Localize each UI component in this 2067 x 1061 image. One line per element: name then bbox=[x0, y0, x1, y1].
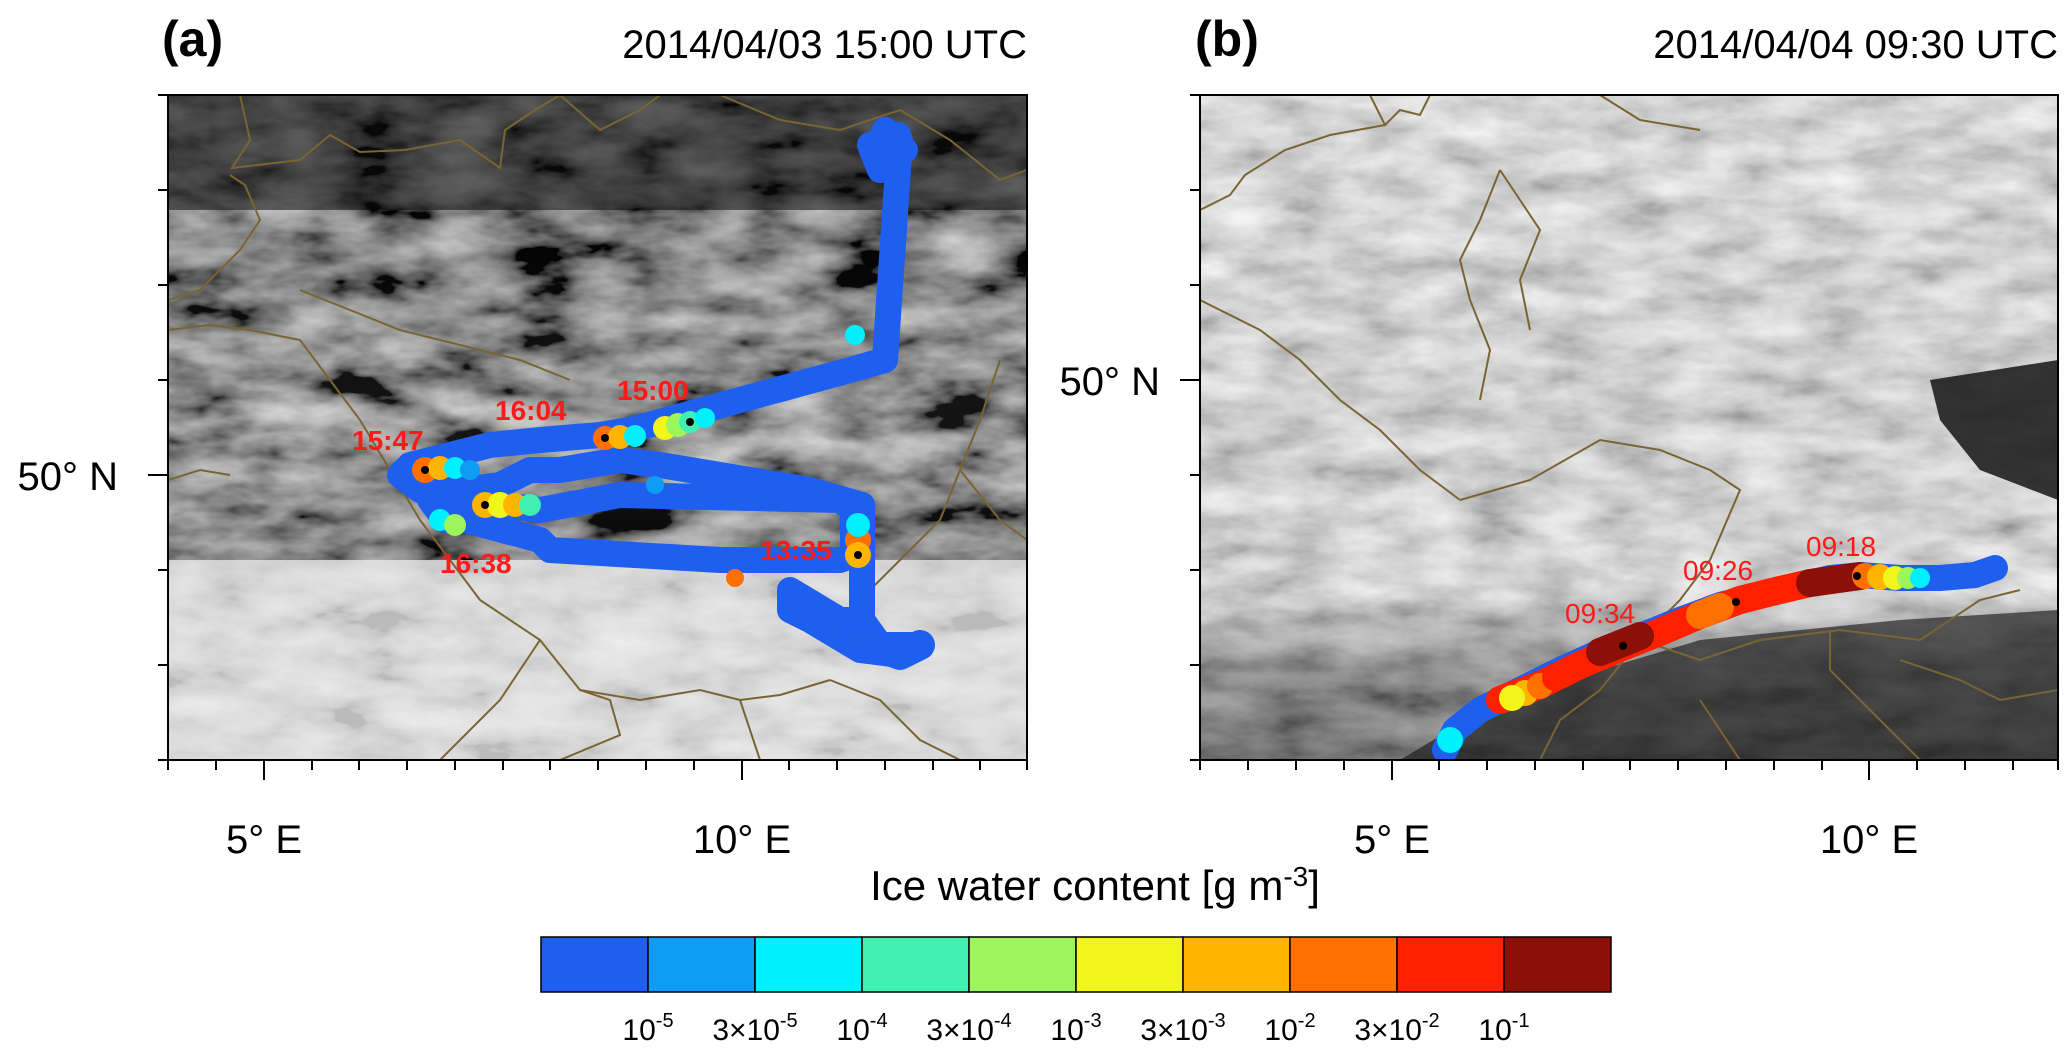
colorbar-box-5 bbox=[1075, 936, 1184, 993]
colorbar-box-3 bbox=[861, 936, 970, 993]
colorbar-tick-label-7: 3×10-2 bbox=[1354, 1010, 1439, 1047]
colorbar-boxes bbox=[540, 936, 1612, 993]
colorbar-box-8 bbox=[1396, 936, 1505, 993]
colorbar-tick-label-1: 3×10-5 bbox=[712, 1010, 797, 1047]
panel-a-label: (a) bbox=[162, 11, 223, 67]
colorbar-tick-label-8: 10-1 bbox=[1478, 1010, 1529, 1047]
colorbar-box-6 bbox=[1182, 936, 1291, 993]
colorbar-box-2 bbox=[754, 936, 863, 993]
colorbar-box-9 bbox=[1503, 936, 1612, 993]
panel-a-time-label-2: 16:04 bbox=[495, 395, 567, 426]
panel-b-xtick-10e: 10° E bbox=[1820, 818, 1918, 862]
colorbar-tick-label-5: 3×10-3 bbox=[1140, 1010, 1225, 1047]
panel-b-coastlines bbox=[1200, 95, 2058, 760]
colorbar-box-0 bbox=[540, 936, 649, 993]
colorbar-tick-label-6: 10-2 bbox=[1264, 1010, 1315, 1047]
colorbar-box-4 bbox=[968, 936, 1077, 993]
panel-b-label: (b) bbox=[1195, 11, 1259, 67]
panel-b-ticks bbox=[1180, 94, 2059, 780]
colorbar-tick-label-0: 10-5 bbox=[622, 1010, 673, 1047]
panel-a: (a) 2014/04/03 15:00 UTC bbox=[18, 11, 1028, 862]
panel-a-flight-track bbox=[387, 117, 935, 670]
panel-b-datetime: 2014/04/04 09:30 UTC bbox=[1653, 23, 2058, 67]
colorbar-tick-labels: 10-5 3×10-5 10-4 3×10-4 10-3 3×10-3 10-2 3×10-2… bbox=[622, 1010, 1529, 1047]
colorbar-tick-label-2: 10-4 bbox=[836, 1010, 887, 1047]
panel-b-time-label-3: 09:18 bbox=[1806, 531, 1876, 562]
panel-b-time-label-2: 09:26 bbox=[1683, 555, 1753, 586]
panel-a-time-label-5: 13:35 bbox=[760, 535, 832, 566]
colorbar-tick-label-3: 3×10-4 bbox=[926, 1010, 1011, 1047]
panel-a-time-label-3: 15:00 bbox=[617, 375, 689, 406]
panel-a-satellite-image bbox=[168, 95, 1027, 760]
colorbar-title: Ice water content [g m-3] bbox=[870, 861, 1320, 909]
panel-a-ticks bbox=[148, 94, 1028, 780]
panel-a-time-label-4: 16:38 bbox=[440, 548, 512, 579]
panel-a-xtick-5e: 5° E bbox=[226, 818, 302, 862]
panel-a-time-label-1: 15:47 bbox=[352, 425, 424, 456]
colorbar-tick-label-4: 10-3 bbox=[1050, 1010, 1101, 1047]
panel-b-ytick-50n: 50° N bbox=[1060, 360, 1161, 404]
panel-a-datetime: 2014/04/03 15:00 UTC bbox=[622, 23, 1027, 67]
panel-b-track-highlights bbox=[1437, 563, 1930, 753]
panel-a-ytick-50n: 50° N bbox=[18, 455, 119, 499]
panel-b-xtick-5e: 5° E bbox=[1354, 818, 1430, 862]
panel-b-time-label-1: 09:34 bbox=[1565, 598, 1635, 629]
panel-a-coastlines bbox=[168, 95, 1027, 760]
colorbar: Ice water content [g m-3] 10-5 3×10-5 10-4… bbox=[540, 861, 1612, 1047]
panel-b-satellite-image bbox=[1200, 95, 2058, 760]
panel-a-track-highlights bbox=[412, 325, 871, 587]
panel-b: (b) 2014/04/04 09:30 UTC bbox=[1060, 11, 2059, 862]
colorbar-box-7 bbox=[1289, 936, 1398, 993]
colorbar-box-1 bbox=[647, 936, 756, 993]
panel-a-xtick-10e: 10° E bbox=[693, 818, 791, 862]
